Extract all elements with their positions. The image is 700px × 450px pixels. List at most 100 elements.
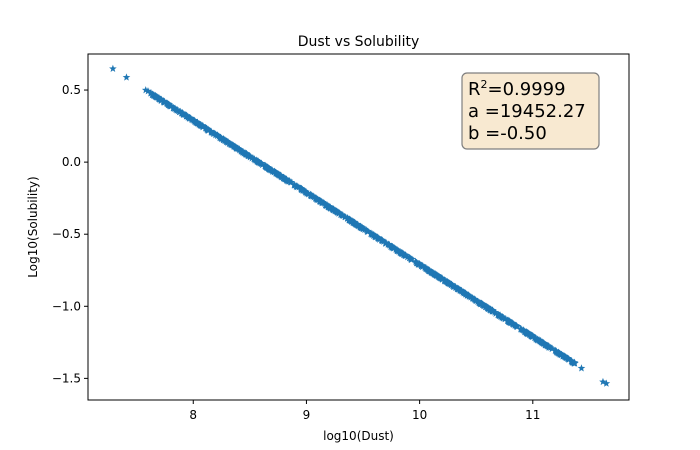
annotation-r2-prefix: R	[468, 79, 481, 100]
data-point	[268, 166, 276, 174]
data-point	[338, 211, 346, 219]
data-point	[420, 263, 429, 271]
data-point	[551, 347, 560, 355]
data-point	[567, 356, 575, 365]
data-point	[508, 319, 517, 327]
data-point	[447, 280, 455, 289]
data-point	[440, 276, 449, 285]
data-point	[535, 336, 544, 344]
data-point	[494, 311, 502, 319]
data-point	[544, 342, 552, 350]
fit-annotation: R2=0.9999 a =19452.27 b =-0.50	[461, 72, 600, 150]
data-point	[348, 217, 357, 225]
y-axis-label: Log10(Solubility)	[26, 176, 40, 277]
data-point	[504, 316, 512, 325]
data-point	[396, 248, 405, 256]
data-point	[407, 255, 415, 263]
data-point	[313, 195, 321, 203]
annotation-box	[461, 72, 600, 150]
data-point	[190, 117, 199, 125]
data-point	[353, 221, 362, 229]
data-point	[482, 302, 491, 310]
data-point	[318, 199, 326, 207]
data-point	[346, 216, 354, 224]
data-point	[537, 338, 546, 346]
data-point	[321, 201, 330, 209]
x-axis-label: log10(Dust)	[323, 429, 394, 443]
data-point	[304, 190, 313, 198]
data-point	[343, 213, 352, 222]
data-point	[510, 321, 519, 329]
data-point	[325, 202, 334, 211]
annotation-r2-sup: 2	[481, 78, 488, 91]
data-point	[221, 136, 230, 145]
data-point	[403, 253, 412, 261]
data-point	[199, 122, 207, 131]
data-point	[378, 236, 386, 244]
data-point	[358, 223, 366, 232]
y-tick-label: 0.5	[62, 83, 81, 97]
data-point	[162, 99, 171, 107]
data-point	[496, 311, 504, 319]
data-point	[151, 91, 160, 100]
data-point	[475, 298, 484, 306]
data-point	[516, 325, 525, 333]
data-point	[449, 282, 458, 291]
x-tick-label: 9	[303, 408, 311, 422]
data-point	[478, 300, 487, 308]
data-point	[557, 350, 566, 358]
data-point	[122, 73, 131, 81]
data-point	[209, 129, 218, 137]
data-point	[491, 309, 500, 317]
data-point	[262, 162, 270, 170]
data-point	[577, 364, 586, 372]
data-point	[285, 177, 293, 185]
data-point	[562, 354, 571, 362]
data-point	[553, 349, 562, 357]
annotation-b: b =-0.50	[468, 123, 547, 144]
data-point	[243, 151, 252, 159]
data-point	[172, 105, 180, 114]
data-point	[488, 306, 497, 314]
data-point	[160, 97, 168, 105]
data-point	[398, 249, 407, 257]
data-point	[291, 181, 299, 189]
data-point	[182, 111, 191, 119]
data-point	[374, 233, 382, 242]
data-point	[413, 258, 421, 267]
data-point	[363, 227, 371, 235]
data-point	[341, 213, 350, 221]
data-point	[541, 340, 549, 349]
data-points	[109, 64, 611, 387]
data-point	[498, 313, 507, 321]
data-point	[372, 232, 380, 241]
annotation-r2: R2=0.9999	[468, 78, 566, 100]
data-point	[201, 123, 210, 132]
data-point	[265, 164, 273, 173]
data-point	[423, 265, 431, 273]
data-point	[109, 64, 117, 72]
data-point	[463, 291, 472, 299]
data-point	[526, 330, 535, 339]
data-point	[559, 351, 567, 359]
data-point	[216, 133, 224, 141]
data-point	[523, 329, 531, 337]
data-point	[144, 87, 152, 95]
data-point	[250, 155, 259, 163]
data-point	[235, 146, 244, 154]
data-point	[367, 229, 375, 237]
data-point	[298, 185, 307, 193]
data-point	[401, 251, 410, 259]
data-point	[381, 239, 390, 247]
data-point	[165, 100, 173, 109]
data-point	[274, 170, 282, 178]
data-point	[512, 322, 521, 330]
data-point	[204, 126, 212, 134]
data-point	[198, 121, 206, 129]
data-point	[462, 290, 470, 298]
x-axis-ticks: 8 9 10 11	[189, 400, 540, 422]
data-point	[427, 268, 436, 276]
data-point	[570, 358, 578, 366]
data-point	[316, 197, 324, 205]
